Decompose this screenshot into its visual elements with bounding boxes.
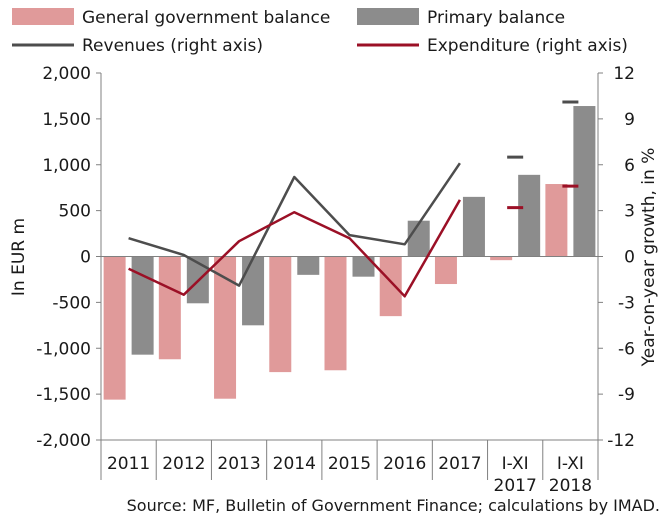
chart-legend: General government balance Primary balanc… — [12, 8, 628, 56]
bar-0-5 — [379, 256, 402, 317]
right-axis: 12 9 6 3 0 -3 -6 -9 -12 — [598, 64, 635, 451]
x-tick-label-line: 2012 — [162, 454, 205, 474]
bar-1-4 — [352, 256, 375, 277]
bar-0-2 — [214, 256, 237, 399]
x-tick-label: 2012 — [162, 454, 205, 474]
left-tick-label: -2,000 — [36, 431, 91, 451]
left-axis-title: In EUR m — [9, 218, 29, 296]
legend-swatch-1 — [357, 8, 419, 25]
legend-swatch-0 — [12, 8, 74, 25]
x-tick-label-line: 2016 — [383, 454, 426, 474]
right-tick-label: -3 — [618, 293, 635, 313]
bar-0-8 — [545, 184, 568, 257]
right-tick-label: 3 — [624, 202, 635, 222]
x-tick-label: 2011 — [107, 454, 150, 474]
right-axis-title: Year-on-year growth, in % — [639, 148, 659, 368]
x-axis: 2011 2012 2013 2014 2015 2016 2017 I-XI 2017I-XI… — [100, 440, 599, 496]
right-tick-label: 0 — [624, 248, 635, 268]
bar-0-6 — [434, 256, 457, 285]
x-tick-label: I-XI 2018 — [549, 454, 592, 496]
bar-1-8 — [573, 106, 596, 257]
plot-frame — [100, 73, 599, 441]
x-tick-label-line: 2017 — [438, 454, 481, 474]
bar-1-2 — [242, 256, 265, 326]
left-tick-label: 2,000 — [42, 64, 91, 84]
right-tick-label: -12 — [607, 431, 635, 451]
line-series-0 — [128, 162, 461, 287]
bar-1-3 — [297, 256, 320, 275]
x-tick-label-line: I-XI — [557, 454, 584, 474]
bar-1-0 — [131, 256, 154, 355]
right-tick-label: -6 — [618, 339, 635, 359]
x-tick-label-line: 2014 — [273, 454, 316, 474]
right-tick-label: -9 — [618, 385, 635, 405]
x-tick-label: 2013 — [217, 454, 260, 474]
x-tick-label-line: 2015 — [328, 454, 371, 474]
x-tick-label: I-XI 2017 — [494, 454, 537, 496]
bar-1-5 — [407, 220, 430, 257]
x-tick-label: 2015 — [328, 454, 371, 474]
legend-label-2: Revenues (right axis) — [82, 36, 263, 56]
left-tick-label: -1,000 — [36, 339, 91, 359]
line-layer — [128, 100, 579, 298]
legend-label-3: Expenditure (right axis) — [427, 36, 628, 56]
bar-0-3 — [269, 256, 292, 373]
x-tick-label-line: 2013 — [217, 454, 260, 474]
x-tick-label-line: 2017 — [494, 476, 537, 496]
x-tick-label: 2017 — [438, 454, 481, 474]
bar-0-1 — [158, 256, 181, 360]
bar-0-4 — [324, 256, 347, 371]
bar-0-7 — [490, 256, 513, 261]
x-tick-label: 2014 — [273, 454, 316, 474]
left-tick-label: 0 — [80, 248, 91, 268]
left-tick-label: 500 — [59, 202, 91, 222]
bar-0-0 — [103, 256, 126, 400]
x-tick-label-line: I-XI — [502, 454, 529, 474]
legend-label-1: Primary balance — [427, 8, 565, 28]
x-tick-label-line: 2011 — [107, 454, 150, 474]
left-tick-label: 1,500 — [42, 110, 91, 130]
bar-1-7 — [518, 174, 541, 257]
left-axis: 2,000 1,500 1,000 500 0 -500 -1,000 -1,500 -2,00… — [36, 64, 101, 451]
left-tick-label: -1,500 — [36, 385, 91, 405]
source-note: Source: MF, Bulletin of Government Finan… — [127, 496, 660, 515]
left-tick-label: 1,000 — [42, 156, 91, 176]
legend-label-0: General government balance — [82, 8, 330, 28]
x-tick-label-line: 2018 — [549, 476, 592, 496]
right-tick-label: 6 — [624, 156, 635, 176]
right-tick-label: 9 — [624, 110, 635, 130]
right-tick-label: 12 — [613, 64, 635, 84]
x-tick-label: 2016 — [383, 454, 426, 474]
bar-1-6 — [462, 196, 485, 257]
line-series-1 — [128, 199, 461, 298]
left-tick-label: -500 — [52, 293, 91, 313]
